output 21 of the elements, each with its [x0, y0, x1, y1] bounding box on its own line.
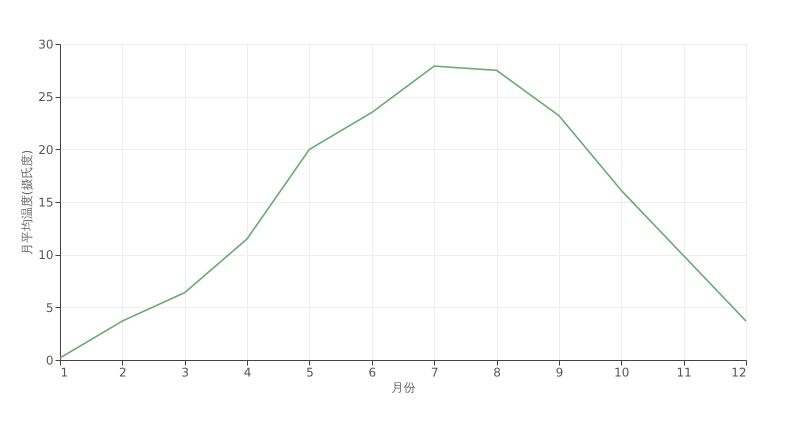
- y-tick-label: 20: [38, 142, 54, 157]
- x-tick-label: 6: [368, 366, 376, 380]
- x-tick-label: 11: [676, 366, 692, 380]
- x-tick-label: 10: [614, 366, 630, 380]
- x-axis-title: 月份: [392, 380, 416, 394]
- y-tick-label: 30: [38, 38, 54, 52]
- y-tick-label: 15: [38, 196, 54, 210]
- x-tick-label: 8: [493, 366, 501, 380]
- x-tick-label: 12: [731, 366, 746, 380]
- x-tick-label: 7: [430, 366, 438, 380]
- y-tick-label: 0: [46, 354, 54, 368]
- x-tick-label: 2: [119, 366, 127, 380]
- y-axis-title: 月平均温度(摄氏度): [20, 150, 34, 256]
- x-tick-label: 1: [60, 366, 68, 380]
- y-tick-label: 5: [46, 300, 54, 315]
- x-tick-label: 3: [181, 366, 190, 380]
- x-tick-label: 5: [306, 366, 314, 380]
- x-tick-label: 9: [556, 366, 564, 380]
- y-tick-label: 10: [38, 248, 54, 262]
- y-tick-label: 25: [38, 90, 54, 104]
- x-tick-label: 4: [244, 366, 252, 380]
